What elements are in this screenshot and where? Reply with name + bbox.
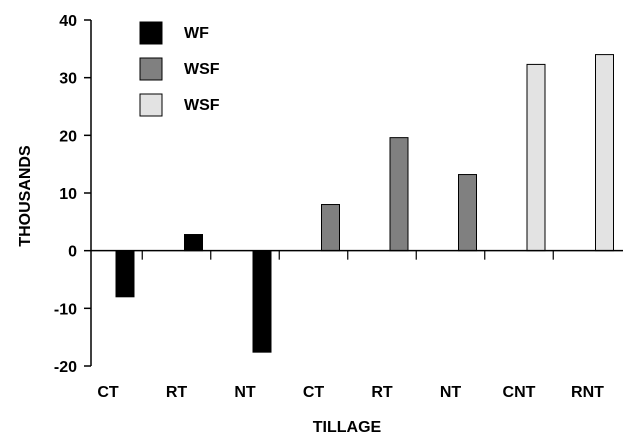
legend-label: WSF — [184, 61, 220, 78]
axes: -20 -10 0 10 20 30 40 CT RT NT CT RT NT CNT RNT — [54, 13, 623, 401]
bar — [252, 250, 272, 353]
plot-area — [115, 54, 614, 353]
bar — [115, 250, 135, 298]
y-tick-label: -20 — [54, 359, 77, 376]
legend: WF WSF WSF — [139, 21, 220, 117]
x-tick-label: CNT — [503, 384, 536, 401]
x-axis-title: TILLAGE — [313, 419, 382, 436]
x-tick-label: NT — [440, 384, 462, 401]
bar — [389, 137, 409, 252]
legend-swatch — [139, 93, 163, 117]
x-tick-label: CT — [97, 384, 119, 401]
bar — [595, 54, 614, 252]
y-tick-label: 10 — [59, 186, 77, 203]
x-tick-label: CT — [303, 384, 325, 401]
y-tick-label: 40 — [59, 13, 77, 30]
legend-swatch — [139, 21, 163, 45]
bar — [321, 204, 340, 252]
y-tick-label: -10 — [54, 301, 77, 318]
legend-swatch — [139, 57, 163, 81]
legend-label: WF — [184, 25, 209, 42]
x-tick-label: RT — [371, 384, 393, 401]
legend-label: WSF — [184, 97, 220, 114]
bar — [526, 63, 546, 252]
x-tick-label: NT — [234, 384, 256, 401]
bar — [184, 234, 203, 252]
y-axis-title: THOUSANDS — [17, 145, 34, 247]
bar — [458, 174, 477, 252]
y-tick-label: 30 — [59, 71, 77, 88]
y-tick-label: 0 — [68, 244, 77, 261]
y-tick-label: 20 — [59, 128, 77, 145]
x-tick-label: RNT — [571, 384, 604, 401]
x-tick-label: RT — [166, 384, 188, 401]
